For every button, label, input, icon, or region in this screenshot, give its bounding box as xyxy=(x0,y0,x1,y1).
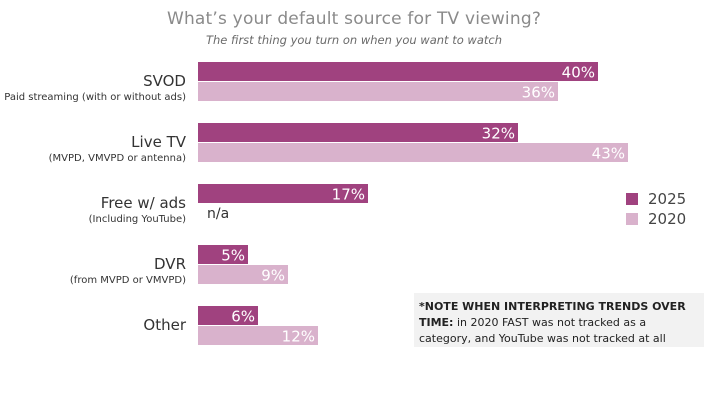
category-label-dvr: DVR xyxy=(154,255,186,273)
data-label-free-w-ads-2025: 17% xyxy=(332,186,365,204)
data-label-dvr-2020: 9% xyxy=(261,267,285,285)
bar-free-w-ads-2025 xyxy=(198,184,368,203)
category-label-other: Other xyxy=(143,316,186,334)
data-label-live-tv-2025: 32% xyxy=(482,125,515,143)
data-label-dvr-2025: 5% xyxy=(221,247,245,265)
category-label-live-tv: Live TV xyxy=(131,133,186,151)
category-sublabel-dvr: (from MVPD or VMVPD) xyxy=(69,275,186,286)
trend-note: *NOTE WHEN INTERPRETING TRENDS OVER TIME… xyxy=(414,293,704,347)
legend-swatch-2025 xyxy=(626,193,638,205)
data-label-live-tv-2020: 43% xyxy=(592,145,625,163)
data-label-other-2025: 6% xyxy=(231,308,255,326)
data-label-svod-2025: 40% xyxy=(562,64,595,82)
category-sublabel-live-tv: (MVPD, VMVPD or antenna) xyxy=(48,153,186,164)
legend-label-2025: 2025 xyxy=(648,190,687,208)
bar-live-tv-2025 xyxy=(198,123,518,142)
bar-dvr-2020 xyxy=(198,265,288,284)
category-sublabel-svod: Paid streaming (with or without ads) xyxy=(4,92,186,103)
category-label-free-w-ads: Free w/ ads xyxy=(100,194,186,212)
bar-live-tv-2020 xyxy=(198,143,628,162)
category-sublabel-free-w-ads: (Including YouTube) xyxy=(88,214,186,225)
chart-subtitle: The first thing you turn on when you wan… xyxy=(205,33,502,47)
trend-note-text: in 2020 FAST was not tracked as a catego… xyxy=(419,316,666,345)
bar-svod-2025 xyxy=(198,62,598,81)
legend-label-2020: 2020 xyxy=(648,210,687,228)
legend-item-2025: 2025 xyxy=(626,190,687,208)
legend-swatch-2020 xyxy=(626,213,638,225)
trend-note-heading: *NOTE WHEN INTERPRETING TRENDS OVER TIME… xyxy=(419,300,686,329)
bar-dvr-2025 xyxy=(198,245,248,264)
chart-title: What’s your default source for TV viewin… xyxy=(166,9,542,29)
bar-other-2025 xyxy=(198,306,258,325)
free-ads-2020-na-label: n/a xyxy=(207,206,230,222)
data-label-other-2020: 12% xyxy=(282,328,315,346)
legend-item-2020: 2020 xyxy=(626,210,687,228)
category-label-svod: SVOD xyxy=(143,72,186,90)
data-label-svod-2020: 36% xyxy=(522,84,555,102)
bar-svod-2020 xyxy=(198,82,558,101)
bar-other-2020 xyxy=(198,326,318,345)
